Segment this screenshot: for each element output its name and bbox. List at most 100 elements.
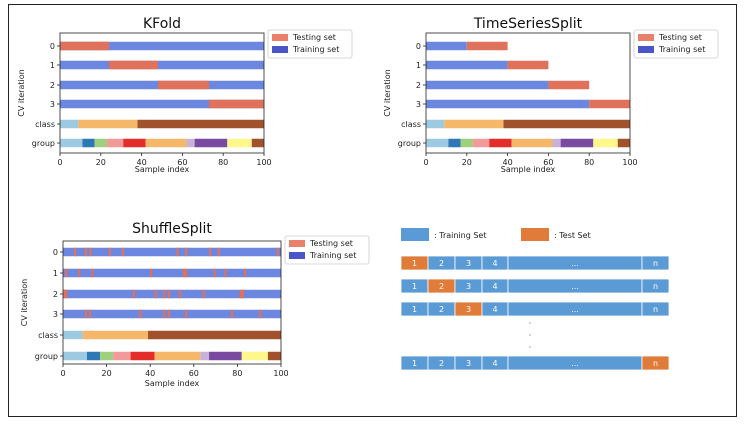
legend-label-training: Training set <box>658 45 705 54</box>
testing-bar <box>589 99 630 109</box>
testing-bar <box>209 247 212 257</box>
group-segment <box>200 351 210 361</box>
testing-bar <box>243 268 247 278</box>
training-bar <box>63 289 281 299</box>
diagram-cell-label: n <box>653 359 658 368</box>
diagram-cell-label: 1 <box>412 259 417 268</box>
x-tick-label: 40 <box>145 369 155 378</box>
group-segment <box>511 138 553 148</box>
kfold-diagram: : Training Set: Test Set 1 2 3 4... n 1 2 3 4... n… <box>400 228 670 371</box>
testing-bar <box>239 289 244 299</box>
diagram-cell-label: 2 <box>439 305 444 314</box>
diagram-cell-label: ... <box>571 282 579 291</box>
diagram-cell-label: 4 <box>492 282 497 291</box>
y-tick-label: 2 <box>50 81 55 90</box>
legend: Testing set Training set <box>284 235 370 265</box>
testing-bar <box>84 247 87 257</box>
group-segment <box>251 138 264 148</box>
legend-swatch-testing <box>638 34 654 41</box>
testing-bar <box>157 80 209 90</box>
testing-bar <box>91 268 94 278</box>
class-segment <box>60 119 79 129</box>
axes-frame <box>59 32 265 154</box>
x-tick-label: 80 <box>232 369 242 378</box>
y-tick-label: 2 <box>53 290 58 299</box>
diagram-cell-label: 4 <box>492 305 497 314</box>
diagram-cell-label: 1 <box>412 305 417 314</box>
group-segment <box>186 138 195 148</box>
testing-bar <box>259 309 262 319</box>
axes-frame <box>62 240 282 365</box>
legend-swatch-training <box>289 252 305 259</box>
testing-bar <box>154 289 157 299</box>
x-tick-label: 80 <box>218 158 228 167</box>
diagram-row-0: 1 2 3 4... n <box>400 255 670 271</box>
group-segment <box>123 138 146 148</box>
y-tick-label: 1 <box>416 61 421 70</box>
testing-bar <box>213 268 216 278</box>
group-segment <box>472 138 490 148</box>
testing-bar <box>182 268 188 278</box>
plot-area <box>63 241 281 364</box>
testing-bar <box>132 289 135 299</box>
y-axis-label: CV iteration <box>17 69 26 116</box>
diagram-cell-label: ... <box>571 259 579 268</box>
legend-box <box>633 29 719 59</box>
y-tick-label: 0 <box>53 248 58 257</box>
training-bar <box>426 80 549 90</box>
diagram-row-2: 1 2 3 4... n <box>400 301 670 317</box>
legend: Testing set Training set <box>633 29 719 59</box>
diagram-cell-label: 4 <box>492 359 497 368</box>
diagram-ellipsis-dot: · <box>529 319 532 328</box>
testing-bar <box>121 247 125 257</box>
group-segment <box>617 138 630 148</box>
x-tick-label: 100 <box>622 158 637 167</box>
group-segment <box>60 138 83 148</box>
diagram-train-cell <box>641 301 670 317</box>
diagram-legend-train-label: : Training Set <box>434 231 486 240</box>
training-bar <box>60 60 264 70</box>
testing-bar <box>176 247 179 257</box>
testing-bar <box>60 41 109 51</box>
legend-label-testing: Testing set <box>658 33 702 42</box>
class-segment <box>503 119 630 129</box>
y-tick-label: 3 <box>53 310 58 319</box>
x-tick-label: 60 <box>543 158 553 167</box>
diagram-row-1: 1 2 3 4... n <box>400 278 670 294</box>
diagram-cell-label: 1 <box>412 359 417 368</box>
training-bar <box>426 41 467 51</box>
plot-area <box>426 33 630 153</box>
plot-area <box>60 33 264 153</box>
training-bar <box>63 309 281 319</box>
legend-swatch-testing <box>289 240 305 247</box>
testing-bar <box>108 60 158 70</box>
diagram-cell-label: n <box>653 305 658 314</box>
class-segment <box>426 119 445 129</box>
group-segment <box>94 138 107 148</box>
class-segment <box>63 330 83 340</box>
diagram-legend-train-swatch <box>401 228 429 241</box>
chart-title: ShuffleSplit <box>132 221 212 237</box>
diagram-legend-test-swatch <box>521 228 549 241</box>
x-tick-label: 20 <box>96 158 106 167</box>
chart-title: KFold <box>143 16 181 32</box>
testing-bar <box>208 99 264 109</box>
group-segment <box>448 138 461 148</box>
x-axis-label: Sample index <box>145 379 200 388</box>
legend-label-testing: Testing set <box>292 33 336 42</box>
diagram-ellipsis-dot: · <box>529 343 532 352</box>
testing-bar <box>217 247 220 257</box>
training-bar <box>426 60 508 70</box>
testing-bar <box>108 247 111 257</box>
x-tick-label: 20 <box>462 158 472 167</box>
y-tick-label: group <box>398 139 421 148</box>
class-segment <box>148 330 281 340</box>
diagram-train-cell <box>641 255 670 271</box>
chart-panel-1: 0 1 2 3 class group 0 20 40 60 80 100 TimeSeriesSpli… <box>383 16 719 174</box>
testing-bar <box>230 309 234 319</box>
group-segment <box>267 351 281 361</box>
x-tick-label: 0 <box>423 158 428 167</box>
group-segment <box>227 138 252 148</box>
